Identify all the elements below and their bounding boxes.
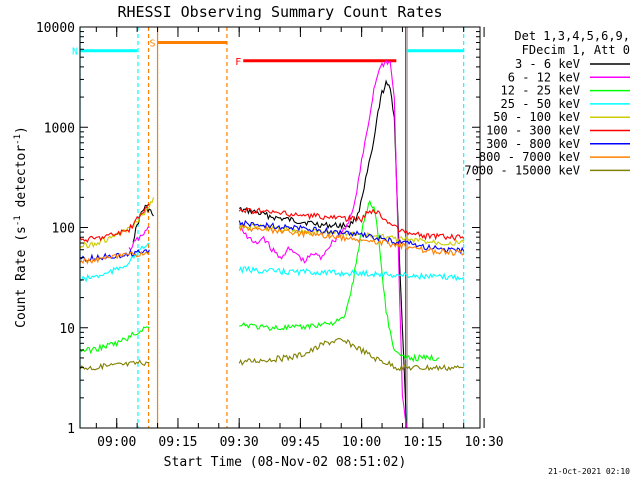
legend-header-line-1: Det 1,3,4,5,6,9,	[514, 29, 630, 43]
flag-label-f: F	[235, 57, 241, 68]
series-300-800-kev-trace-1	[238, 219, 465, 255]
legend-label-3-6-kev: 3 - 6 keV	[515, 57, 580, 71]
series-3-6-kev-trace-0	[132, 204, 154, 243]
legend-label-25-50-kev: 25 - 50 keV	[501, 97, 580, 111]
legend-label-6-12-kev: 6 - 12 keV	[508, 70, 580, 84]
series-12-25-kev-trace-0	[80, 326, 150, 355]
series-300-800-kev-trace-0	[80, 248, 150, 262]
series-3-6-kev-trace-1	[238, 79, 408, 428]
x-tick-label-10-15: 10:15	[403, 435, 442, 450]
y-tick-label-10: 10	[59, 322, 75, 337]
legend: Det 1,3,4,5,6,9, FDecim 1, Att 0 3 - 6 k…	[464, 29, 630, 177]
legend-header-line-2: FDecim 1, Att 0	[522, 43, 630, 57]
series-25-50-kev-trace-0	[80, 242, 150, 283]
y-axis-label-main: Count Rate (s	[14, 226, 29, 328]
footer-date: 21-Oct-2021 02:10	[548, 467, 630, 476]
series-6-12-kev-trace-1	[239, 59, 408, 428]
series-800-7000-kev-trace-1	[238, 224, 465, 257]
y-axis-label-end: )	[14, 126, 29, 134]
legend-label-800-7000-kev: 800 - 7000 keV	[479, 150, 580, 164]
x-tick-label-09-45: 09:45	[281, 435, 320, 450]
y-tick-label-1000: 1000	[44, 121, 75, 136]
legend-label-12-25-kev: 12 - 25 keV	[501, 84, 580, 98]
legend-label-7000-15000-kev: 7000 - 15000 keV	[464, 163, 580, 177]
plot-area: S F N 1 10 100 1000 10000 09:00 09:15 09:30 09:45 10…	[36, 21, 504, 450]
chart-title: RHESSI Observing Summary Count Rates	[117, 3, 442, 21]
legend-label-300-800-kev: 300 - 800 keV	[486, 137, 580, 151]
y-axis-label: Count Rate (s-1 detector-1)	[13, 126, 29, 328]
series-6-12-kev-trace-0	[128, 226, 150, 251]
x-tick-label-10-30: 10:30	[465, 435, 504, 450]
x-tick-label-09-30: 09:30	[220, 435, 259, 450]
data-traces	[80, 59, 465, 428]
legend-label-50-100-kev: 50 - 100 keV	[493, 110, 580, 124]
series-7000-15000-kev-trace-1	[238, 337, 464, 372]
series-800-7000-kev-trace-0	[80, 250, 150, 265]
series-100-300-kev-trace-1	[238, 207, 465, 242]
x-tick-label-10-00: 10:00	[342, 435, 381, 450]
x-axis-label: Start Time (08-Nov-02 08:51:02)	[164, 455, 407, 470]
x-tick-label-09-15: 09:15	[158, 435, 197, 450]
flag-label-s: S	[150, 39, 156, 50]
series-25-50-kev-trace-1	[238, 265, 465, 282]
y-axis-label-sup2: -1	[13, 134, 23, 145]
series-12-25-kev-trace-1	[239, 199, 440, 363]
series-50-100-kev-trace-0	[80, 197, 155, 249]
series-100-300-kev-trace-0	[80, 203, 150, 243]
y-tick-label-100: 100	[52, 222, 75, 237]
legend-label-100-300-kev: 100 - 300 keV	[486, 124, 580, 138]
y-tick-label-10000: 10000	[36, 21, 75, 36]
y-axis-label-sup1: -1	[13, 215, 23, 226]
x-tick-label-09-00: 09:00	[97, 435, 136, 450]
y-axis-label-mid: detector	[14, 145, 29, 216]
series-7000-15000-kev-trace-0	[80, 359, 150, 371]
y-tick-label-1: 1	[67, 422, 75, 437]
flag-label-n: N	[72, 47, 78, 58]
